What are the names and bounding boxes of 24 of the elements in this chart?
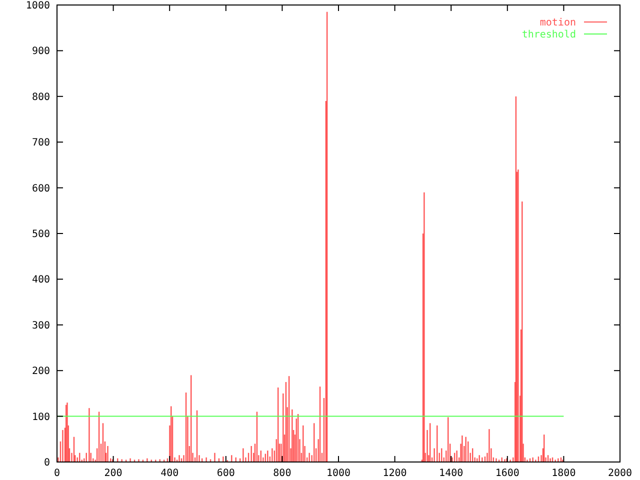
y-tick-label: 300 [32, 320, 50, 332]
y-tick-label: 400 [32, 274, 50, 286]
x-tick-label: 1000 [326, 468, 351, 479]
legend-label: threshold [522, 30, 576, 40]
y-tick-label: 600 [32, 183, 50, 194]
y-tick-label: 900 [32, 46, 50, 58]
y-tick-label: 500 [32, 229, 50, 240]
x-tick-label: 2000 [608, 468, 632, 479]
x-tick-label: 0 [54, 468, 60, 479]
y-tick-label: 100 [32, 412, 50, 423]
x-tick-label: 200 [104, 468, 122, 479]
x-tick-label: 1200 [382, 468, 407, 479]
x-tick-label: 1400 [439, 468, 464, 479]
legend-label: motion [540, 18, 576, 28]
y-tick-label: 0 [44, 458, 50, 468]
x-tick-label: 1800 [552, 468, 576, 479]
y-tick-label: 200 [32, 366, 50, 378]
x-tick-label: 800 [273, 468, 292, 479]
y-tick-label: 700 [32, 138, 50, 149]
x-tick-label: 600 [216, 468, 235, 479]
y-tick-label: 800 [32, 92, 50, 103]
x-tick-label: 1600 [495, 468, 520, 479]
y-tick-label: 1000 [26, 0, 50, 12]
x-tick-label: 400 [160, 468, 179, 479]
